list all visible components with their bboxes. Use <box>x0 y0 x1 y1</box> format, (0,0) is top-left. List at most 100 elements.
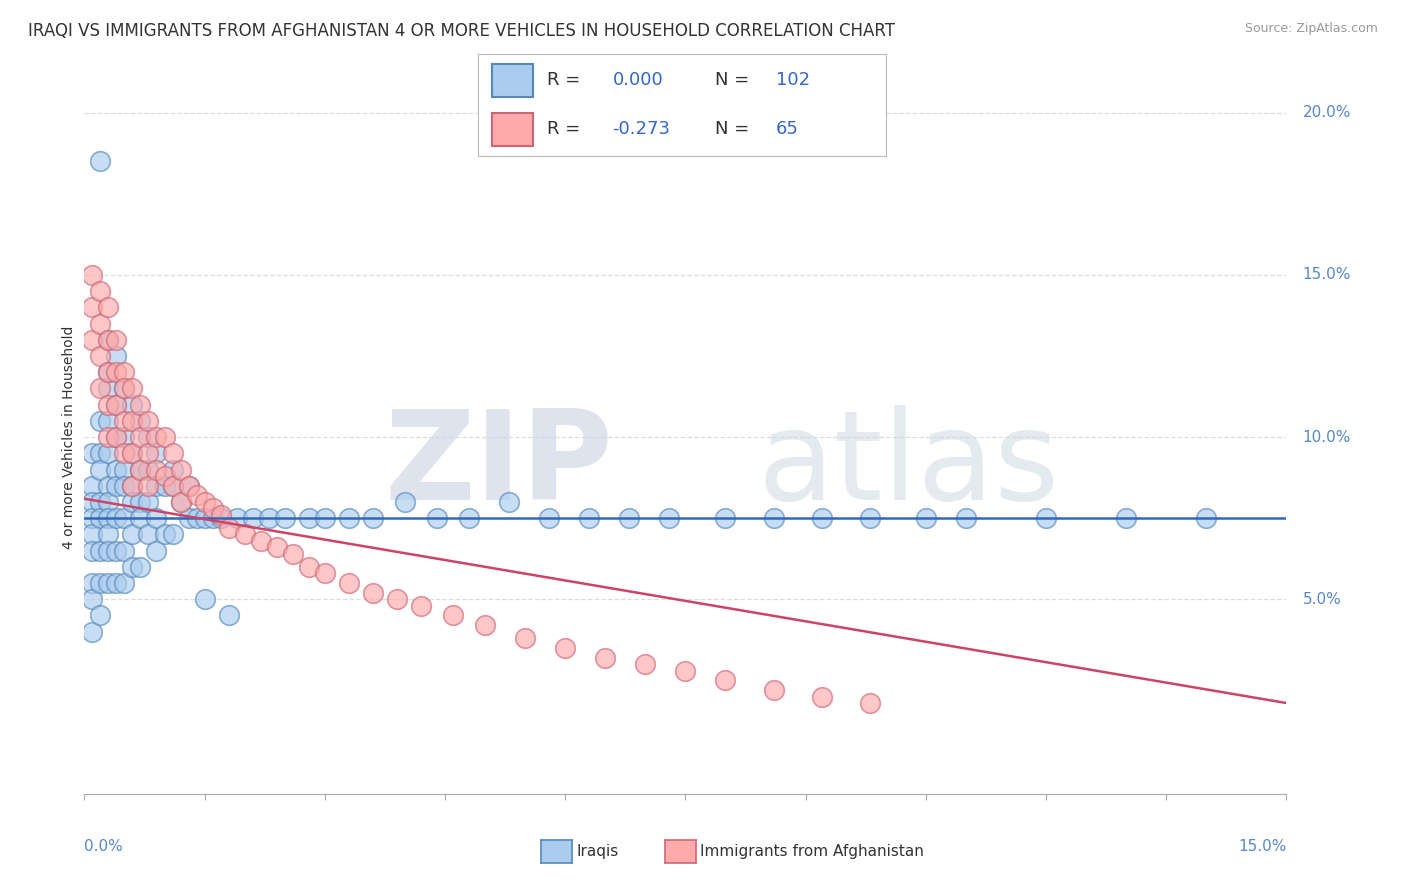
Text: 65: 65 <box>776 120 799 138</box>
Point <box>82 446 104 460</box>
Point <box>121 398 143 412</box>
Point <box>162 446 184 460</box>
Point <box>257 511 280 525</box>
Point <box>145 543 167 558</box>
Point <box>138 479 160 493</box>
Point <box>97 511 120 525</box>
Point <box>209 511 232 525</box>
Point <box>129 462 152 476</box>
Text: R =: R = <box>547 120 586 138</box>
Point <box>114 365 135 379</box>
Point <box>129 559 152 574</box>
Point <box>458 511 481 525</box>
Text: 5.0%: 5.0% <box>1302 591 1341 607</box>
Point <box>89 414 111 428</box>
Text: atlas: atlas <box>758 405 1060 526</box>
Point <box>89 284 111 298</box>
Point <box>82 333 104 347</box>
Point <box>97 301 120 315</box>
Point <box>634 657 657 672</box>
Text: 20.0%: 20.0% <box>1302 105 1351 120</box>
Point <box>89 608 111 623</box>
Point <box>298 511 321 525</box>
Point <box>114 414 135 428</box>
Point <box>441 608 464 623</box>
Point <box>810 690 832 704</box>
Point <box>97 527 120 541</box>
Point <box>1115 511 1137 525</box>
Point <box>138 430 160 444</box>
Text: Immigrants from Afghanistan: Immigrants from Afghanistan <box>700 845 924 859</box>
Point <box>89 381 111 395</box>
Point <box>762 683 785 698</box>
Point <box>361 586 384 600</box>
Point <box>201 501 224 516</box>
Point <box>82 592 104 607</box>
Text: 0.000: 0.000 <box>613 71 664 89</box>
Point <box>82 495 104 509</box>
Point <box>121 479 143 493</box>
Point <box>89 462 111 476</box>
Point <box>105 576 128 591</box>
Point <box>97 576 120 591</box>
Point <box>675 664 697 678</box>
Point <box>955 511 977 525</box>
Point <box>129 398 152 412</box>
Text: ZIP: ZIP <box>385 405 613 526</box>
Point <box>162 479 184 493</box>
Point <box>385 592 408 607</box>
Point <box>145 430 167 444</box>
Point <box>105 349 128 363</box>
Point <box>218 608 240 623</box>
Point <box>314 566 336 581</box>
Point <box>281 547 304 561</box>
Point <box>97 381 120 395</box>
Point <box>105 430 128 444</box>
Point <box>169 495 191 509</box>
Text: 0.0%: 0.0% <box>84 839 124 855</box>
Point <box>82 576 104 591</box>
Point <box>82 624 104 639</box>
Point <box>859 696 882 710</box>
Point <box>186 511 208 525</box>
Point <box>177 479 200 493</box>
Point <box>97 495 120 509</box>
Point <box>242 511 264 525</box>
Point <box>97 333 120 347</box>
Point <box>121 381 143 395</box>
FancyBboxPatch shape <box>492 64 533 96</box>
Point <box>97 414 120 428</box>
Point <box>121 495 143 509</box>
Point <box>361 511 384 525</box>
Point <box>138 414 160 428</box>
Point <box>89 317 111 331</box>
Point <box>153 430 176 444</box>
Point <box>186 488 208 502</box>
Point <box>82 511 104 525</box>
Point <box>82 543 104 558</box>
Point <box>177 511 200 525</box>
Point <box>218 521 240 535</box>
Point <box>249 533 271 548</box>
Text: Source: ZipAtlas.com: Source: ZipAtlas.com <box>1244 22 1378 36</box>
Point <box>209 508 232 522</box>
Text: 10.0%: 10.0% <box>1302 430 1351 444</box>
Point <box>138 446 160 460</box>
Point <box>105 462 128 476</box>
Point <box>121 446 143 460</box>
Point <box>89 154 111 169</box>
Text: -0.273: -0.273 <box>613 120 671 138</box>
Point <box>97 365 120 379</box>
Point <box>82 268 104 282</box>
Point <box>337 576 360 591</box>
Point <box>121 446 143 460</box>
Point <box>619 511 641 525</box>
Point <box>162 479 184 493</box>
Point <box>97 446 120 460</box>
Text: Iraqis: Iraqis <box>576 845 619 859</box>
Point <box>298 559 321 574</box>
Point <box>274 511 297 525</box>
Point <box>89 511 111 525</box>
FancyBboxPatch shape <box>492 113 533 145</box>
Point <box>314 511 336 525</box>
